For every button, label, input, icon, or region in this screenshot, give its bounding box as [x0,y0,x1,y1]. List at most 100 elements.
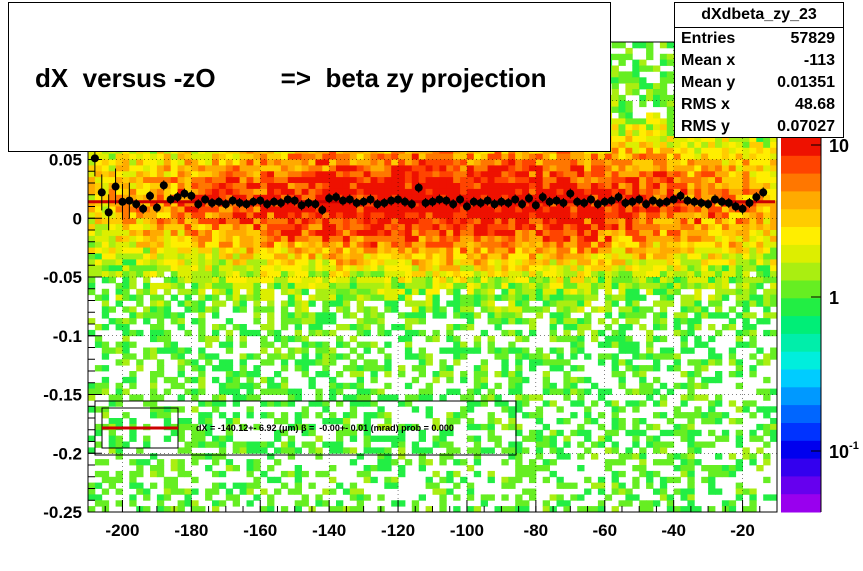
heatmap-cell [466,423,475,431]
heatmap-cell [542,241,550,249]
heatmap-cell [446,488,454,495]
heatmap-cell [604,206,613,213]
heatmap-cell [198,306,206,313]
heatmap-cell [212,294,220,301]
heatmap-cell [508,300,516,307]
heatmap-cell [453,494,461,501]
heatmap-cell [94,165,103,172]
heatmap-cell [549,329,557,337]
heatmap-cell [260,177,268,184]
heatmap-cell [329,230,337,237]
heatmap-cell [604,159,613,166]
heatmap-cell [136,224,144,231]
heatmap-cell [659,324,668,331]
heatmap-cell [659,335,668,343]
heatmap-cell [377,435,385,442]
heatmap-cell [218,412,227,419]
heatmap-cell [94,271,103,278]
heatmap-cell [501,235,509,243]
heatmap-cell [604,235,613,243]
heatmap-cell [218,282,227,290]
heatmap-cell [515,288,523,296]
heatmap-cell [384,177,392,184]
heatmap-cell [522,224,530,231]
heatmap-cell [666,218,675,225]
heatmap-cell [659,147,668,155]
heatmap-cell [156,459,165,466]
heatmap-cell [280,171,289,178]
heatmap-cell [301,500,309,507]
heatmap-cell [239,183,247,190]
heatmap-cell [494,224,502,231]
heatmap-cell [260,441,268,448]
heatmap-cell [170,353,178,360]
heatmap-cell [129,247,137,254]
heatmap-cell [246,371,254,378]
heatmap-cell [363,288,371,296]
heatmap-cell [453,335,461,343]
heatmap-cell [122,259,130,266]
heatmap-cell [225,465,234,472]
heatmap-cell [184,212,192,219]
heatmap-cell [549,177,557,184]
heatmap-cell [508,318,516,325]
heatmap-cell [439,253,447,260]
heatmap-cell [639,294,647,301]
heatmap-cell [446,206,454,213]
heatmap-cell [570,212,578,219]
heatmap-cell [687,282,695,290]
heatmap-cell [591,282,599,290]
heatmap-cell [301,218,309,225]
heatmap-cell [88,259,96,266]
heatmap-cell [218,177,227,184]
heatmap-cell [150,453,158,460]
heatmap-cell [591,177,599,184]
heatmap-cell [597,506,606,513]
heatmap-cell [570,218,578,225]
heatmap-cell [170,177,178,184]
heatmap-cell [673,324,681,331]
heatmap-cell [301,177,309,184]
heatmap-cell [535,259,544,266]
heatmap-cell [280,429,289,437]
heatmap-cell [329,312,337,319]
heatmap-cell [687,212,695,219]
heatmap-cell [274,183,282,190]
heatmap-cell [577,318,585,325]
heatmap-cell [577,400,585,407]
heatmap-cell [198,418,206,425]
heatmap-cell [446,470,454,478]
heatmap-cell [522,400,530,407]
heatmap-cell [198,282,206,290]
heatmap-cell [108,171,116,178]
heatmap-cell [198,277,206,284]
heatmap-cell [253,382,261,390]
heatmap-cell [122,335,130,343]
heatmap-cell [184,230,192,237]
heatmap-cell [439,171,447,178]
heatmap-cell [398,453,406,460]
heatmap-cell [473,159,482,166]
heatmap-cell [501,188,509,196]
heatmap-cell [563,194,571,202]
heatmap-cell [591,306,599,313]
heatmap-cell [480,294,488,301]
heatmap-cell [212,282,220,290]
heatmap-cell [225,459,234,466]
heatmap-cell [666,253,675,260]
heatmap-cell [673,200,681,207]
heatmap-cell [267,306,275,313]
heatmap-cell [356,453,364,460]
heatmap-cell [287,153,296,160]
heatmap-cell [404,265,413,272]
heatmap-cell [232,265,240,272]
heatmap-cell [535,465,544,472]
heatmap-cell [267,224,275,231]
heatmap-cell [446,371,454,378]
heatmap-cell [363,253,371,260]
heatmap-cell [473,188,482,196]
heatmap-cell [143,271,151,278]
heatmap-cell [446,159,454,166]
heatmap-cell [425,153,433,160]
heatmap-cell [143,159,151,166]
